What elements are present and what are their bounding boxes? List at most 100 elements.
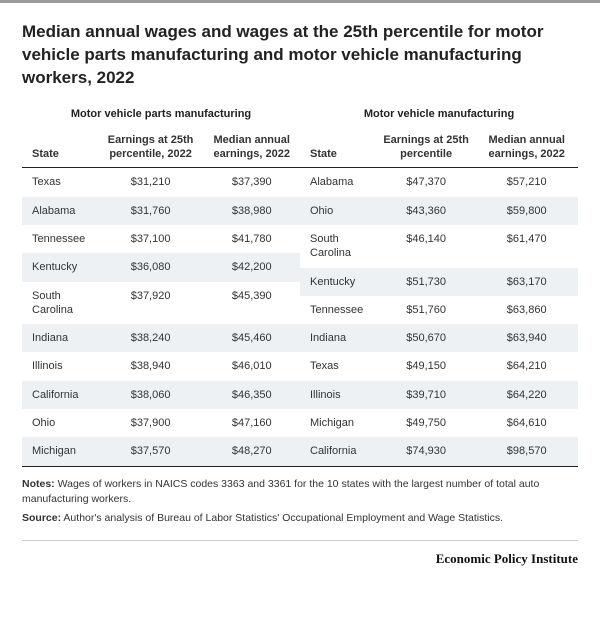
- state-cell: Ohio: [22, 409, 98, 437]
- table-row: South Carolina$46,140$61,470: [300, 225, 578, 268]
- right-col-2: Median annual earnings, 2022: [475, 130, 578, 168]
- value-cell: $46,350: [203, 381, 300, 409]
- value-cell: $38,240: [98, 324, 204, 352]
- table-row: California$74,930$98,570: [300, 437, 578, 466]
- value-cell: $74,930: [377, 437, 476, 466]
- table-row: Illinois$39,710$64,220: [300, 381, 578, 409]
- table-row: Michigan$49,750$64,610: [300, 409, 578, 437]
- value-cell: $47,160: [203, 409, 300, 437]
- state-cell: Illinois: [22, 352, 98, 380]
- right-header-row: State Earnings at 25th percentile Median…: [300, 130, 578, 168]
- value-cell: $31,210: [98, 168, 204, 197]
- source-line: Source: Author's analysis of Bureau of L…: [22, 511, 578, 526]
- right-subhead: Motor vehicle manufacturing: [300, 104, 578, 130]
- state-cell: Alabama: [22, 197, 98, 225]
- right-table: State Earnings at 25th percentile Median…: [300, 130, 578, 467]
- table-row: Michigan$37,570$48,270: [22, 437, 300, 466]
- notes-block: Notes: Wages of workers in NAICS codes 3…: [22, 477, 578, 542]
- state-cell: Indiana: [300, 324, 377, 352]
- figure-container: Median annual wages and wages at the 25t…: [0, 0, 600, 583]
- value-cell: $31,760: [98, 197, 204, 225]
- value-cell: $41,780: [203, 225, 300, 253]
- value-cell: $49,150: [377, 352, 476, 380]
- table-row: Indiana$38,240$45,460: [22, 324, 300, 352]
- value-cell: $48,270: [203, 437, 300, 466]
- table-row: South Carolina$37,920$45,390: [22, 282, 300, 325]
- value-cell: $37,390: [203, 168, 300, 197]
- value-cell: $38,940: [98, 352, 204, 380]
- value-cell: $36,080: [98, 253, 204, 281]
- value-cell: $43,360: [377, 197, 476, 225]
- value-cell: $37,900: [98, 409, 204, 437]
- value-cell: $61,470: [475, 225, 578, 268]
- right-tbody: Alabama$47,370$57,210Ohio$43,360$59,800S…: [300, 168, 578, 466]
- left-col-1: Earnings at 25th percentile, 2022: [98, 130, 204, 168]
- table-row: Alabama$31,760$38,980: [22, 197, 300, 225]
- value-cell: $49,750: [377, 409, 476, 437]
- left-col-2: Median annual earnings, 2022: [203, 130, 300, 168]
- state-cell: Tennessee: [300, 296, 377, 324]
- table-row: Illinois$38,940$46,010: [22, 352, 300, 380]
- left-tbody: Texas$31,210$37,390Alabama$31,760$38,980…: [22, 168, 300, 466]
- right-col-0: State: [300, 130, 377, 168]
- table-row: Ohio$37,900$47,160: [22, 409, 300, 437]
- state-cell: Alabama: [300, 168, 377, 197]
- state-cell: Indiana: [22, 324, 98, 352]
- value-cell: $42,200: [203, 253, 300, 281]
- right-col-1: Earnings at 25th percentile: [377, 130, 476, 168]
- state-cell: Texas: [22, 168, 98, 197]
- state-cell: Ohio: [300, 197, 377, 225]
- publisher-logo: Economic Policy Institute: [22, 551, 578, 567]
- value-cell: $51,760: [377, 296, 476, 324]
- state-cell: Kentucky: [300, 268, 377, 296]
- tables-wrap: Motor vehicle parts manufacturing State …: [22, 104, 578, 467]
- left-header-row: State Earnings at 25th percentile, 2022 …: [22, 130, 300, 168]
- table-row: Texas$31,210$37,390: [22, 168, 300, 197]
- value-cell: $38,980: [203, 197, 300, 225]
- source-text: Author's analysis of Bureau of Labor Sta…: [61, 512, 503, 524]
- table-row: Indiana$50,670$63,940: [300, 324, 578, 352]
- state-cell: Kentucky: [22, 253, 98, 281]
- value-cell: $51,730: [377, 268, 476, 296]
- value-cell: $63,860: [475, 296, 578, 324]
- state-cell: South Carolina: [22, 282, 98, 325]
- value-cell: $39,710: [377, 381, 476, 409]
- state-cell: South Carolina: [300, 225, 377, 268]
- value-cell: $64,610: [475, 409, 578, 437]
- value-cell: $47,370: [377, 168, 476, 197]
- notes-line: Notes: Wages of workers in NAICS codes 3…: [22, 477, 578, 507]
- state-cell: Tennessee: [22, 225, 98, 253]
- state-cell: California: [300, 437, 377, 466]
- table-row: Kentucky$51,730$63,170: [300, 268, 578, 296]
- value-cell: $63,170: [475, 268, 578, 296]
- value-cell: $50,670: [377, 324, 476, 352]
- left-col-0: State: [22, 130, 98, 168]
- table-row: Ohio$43,360$59,800: [300, 197, 578, 225]
- value-cell: $63,940: [475, 324, 578, 352]
- value-cell: $37,100: [98, 225, 204, 253]
- source-label: Source:: [22, 512, 61, 524]
- value-cell: $37,570: [98, 437, 204, 466]
- state-cell: Michigan: [22, 437, 98, 466]
- state-cell: California: [22, 381, 98, 409]
- value-cell: $64,210: [475, 352, 578, 380]
- value-cell: $45,390: [203, 282, 300, 325]
- state-cell: Michigan: [300, 409, 377, 437]
- notes-label: Notes:: [22, 478, 55, 490]
- state-cell: Illinois: [300, 381, 377, 409]
- value-cell: $38,060: [98, 381, 204, 409]
- table-row: Texas$49,150$64,210: [300, 352, 578, 380]
- figure-title: Median annual wages and wages at the 25t…: [22, 21, 578, 90]
- value-cell: $59,800: [475, 197, 578, 225]
- table-row: Tennessee$37,100$41,780: [22, 225, 300, 253]
- value-cell: $37,920: [98, 282, 204, 325]
- value-cell: $64,220: [475, 381, 578, 409]
- table-row: Kentucky$36,080$42,200: [22, 253, 300, 281]
- value-cell: $57,210: [475, 168, 578, 197]
- table-row: Alabama$47,370$57,210: [300, 168, 578, 197]
- left-table-block: Motor vehicle parts manufacturing State …: [22, 104, 300, 467]
- notes-text: Wages of workers in NAICS codes 3363 and…: [22, 478, 539, 505]
- left-subhead: Motor vehicle parts manufacturing: [22, 104, 300, 130]
- state-cell: Texas: [300, 352, 377, 380]
- value-cell: $46,140: [377, 225, 476, 268]
